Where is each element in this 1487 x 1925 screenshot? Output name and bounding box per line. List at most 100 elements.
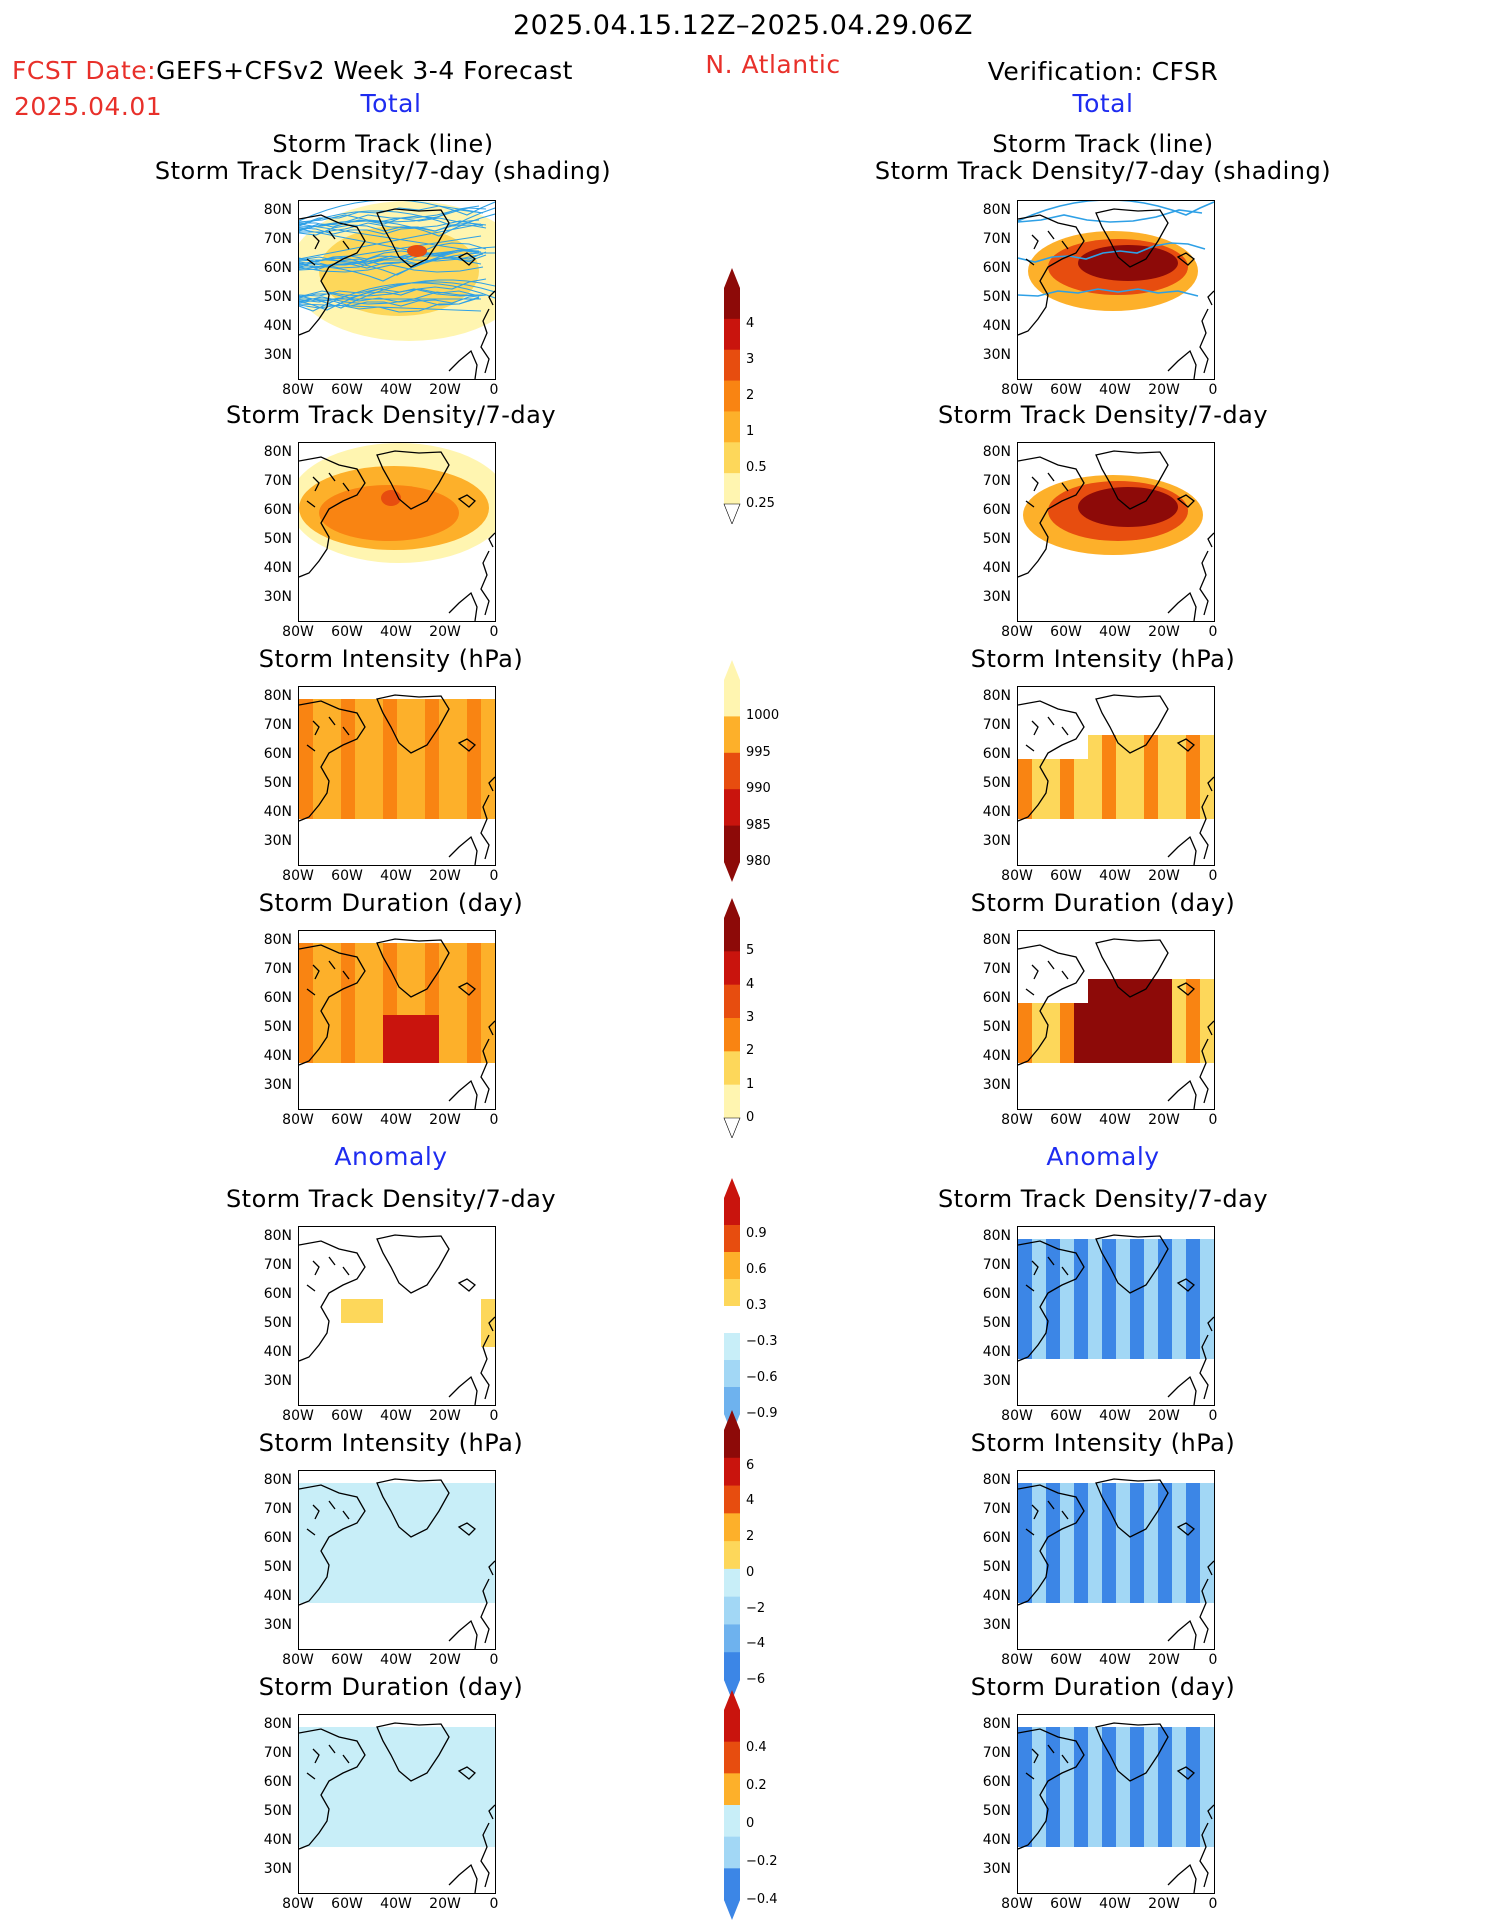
shading-cell [1088,1763,1102,1775]
shading-cell [1186,1051,1200,1063]
longitude-tick-label: 0 [1208,1112,1218,1128]
storm-track-line [299,254,487,269]
longitude-tick-label: 40W [380,1408,412,1424]
shading-cell [1186,771,1200,783]
shading-cell [1046,1555,1060,1567]
longitude-tick-label: 20W [429,868,461,884]
shading-cell [327,723,341,735]
longitude-tick-label: 0 [1208,1652,1218,1668]
shading-cell [1200,1015,1214,1027]
shading-cell [1130,1727,1144,1739]
shading-cell [1088,1335,1102,1347]
shading-cell [1186,795,1200,807]
shading-cell [355,1299,369,1311]
shading-cell [439,1835,453,1847]
colorbar-label: −0.4 [746,1892,778,1907]
colorbar-label: 1 [746,1076,755,1092]
coastline [1025,1744,1069,1780]
shading-cell [1130,1051,1144,1063]
shading-cell [1158,759,1172,771]
shading-cell [467,991,481,1003]
shading-cell [327,1835,341,1847]
shading-cell [299,1507,313,1519]
shading-cell [1186,807,1200,819]
coastline [457,1766,476,1780]
shading-cell [439,1775,453,1787]
shading-cell [313,783,327,795]
shading-cell [1144,1015,1158,1027]
shading-cell [1032,1775,1046,1787]
latitude-tick-label: 60N [982,990,1011,1006]
shading-cell [369,807,383,819]
shading-cell [313,1763,327,1775]
shading-cell [1046,1579,1060,1591]
shading-cell [439,1787,453,1799]
shading-cell [481,723,495,735]
latitude-tick-label: 40N [263,1344,292,1360]
shading-cell [397,1507,411,1519]
shading-cell [1074,807,1088,819]
shading-cell [1102,1531,1116,1543]
shading-cell [1200,1519,1214,1531]
shading-cell [369,991,383,1003]
shading-cell [299,979,313,991]
shading-cell [369,1311,383,1323]
left-total-label: Total [360,89,422,118]
shading-cell [341,1495,355,1507]
shading-cell [1116,1275,1130,1287]
shading-cell [397,699,411,711]
shading-cell [1130,1787,1144,1799]
latitude-tick-label: 30N [263,1861,292,1877]
shading-cell [1116,1495,1130,1507]
shading-cell [481,943,495,955]
shading-cell [453,1739,467,1751]
colorbar-segment [724,1387,740,1415]
shading-cell [425,1495,439,1507]
shading-cell [439,955,453,967]
shading-cell [467,1763,481,1775]
shading-cell [1144,991,1158,1003]
shading-cell [1200,1775,1214,1787]
left-anom-intensity-field [299,1478,495,1649]
shading-cell [355,1739,369,1751]
shading-cell [1172,1835,1186,1847]
shading-cell [397,1823,411,1835]
shading-cell [467,735,481,747]
coastline [488,776,495,792]
shading-cell [453,771,467,783]
shading-cell [425,795,439,807]
shading-cell [425,771,439,783]
shading-cell [1032,783,1046,795]
shading-cell [327,783,341,795]
shading-cell [1186,747,1200,759]
shading-cell [425,1579,439,1591]
longitude-tick-label: 40W [380,1652,412,1668]
shading-cell [299,1495,313,1507]
left-anom-intensity-map [298,1470,496,1650]
shading-cell [1060,1299,1074,1311]
shading-cell [1088,1275,1102,1287]
shading-cell [1088,771,1102,783]
latitude-tick-label: 40N [982,318,1011,334]
shading-cell [1088,1579,1102,1591]
shading-cell [1074,1251,1088,1263]
coastline [306,716,350,752]
shading-cell [439,1591,453,1603]
shading-cell [355,1531,369,1543]
shading-cell [1186,1335,1200,1347]
shading-cell [1158,1251,1172,1263]
shading-cell [439,735,453,747]
right-total-label: Total [1072,89,1134,118]
shading-cell [1130,1591,1144,1603]
coastline [457,494,476,508]
left-track-shading-title: Storm Track Density/7-day (shading) [154,157,612,185]
shading-cell [1130,1495,1144,1507]
shading-cell [1018,1567,1032,1579]
coastline [376,1234,450,1294]
shading-cell [1102,747,1116,759]
shading-cell [1158,1015,1172,1027]
coastline [299,1484,366,1606]
shading-cell [1172,1251,1186,1263]
shading-cell [369,1727,383,1739]
shading-cell [1116,759,1130,771]
